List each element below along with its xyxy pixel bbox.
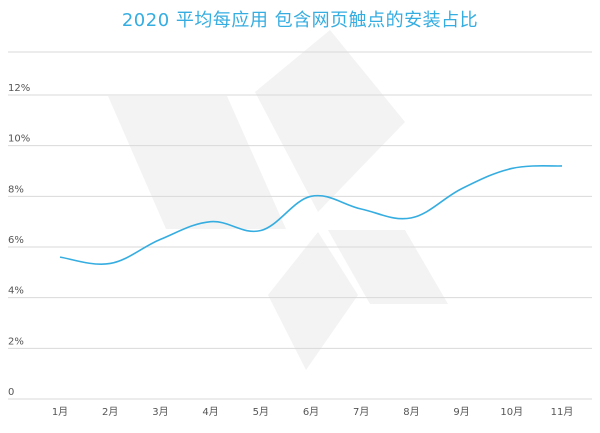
y-tick-label: 6%	[8, 235, 24, 246]
series-layer	[59, 165, 563, 265]
y-axis-ticks: 0 2% 4% 6% 8% 10% 12%	[8, 83, 30, 398]
y-tick-label: 12%	[8, 83, 30, 94]
watermark-logo	[108, 30, 448, 370]
y-tick-label: 2%	[8, 336, 24, 347]
x-tick-label: 11月	[551, 406, 574, 418]
x-tick-label: 10月	[500, 406, 523, 418]
watermark-shape-right	[328, 230, 448, 304]
x-axis-ticks: 1月 2月 3月 4月 5月 6月 7月 8月 9月 10月 11月	[52, 406, 574, 418]
watermark-shape-left	[108, 96, 286, 229]
x-tick-label: 1月	[52, 406, 68, 418]
watermark-shape-bottom	[268, 232, 358, 370]
y-tick-label: 4%	[8, 286, 24, 297]
y-tick-label: 8%	[8, 184, 24, 195]
x-tick-label: 8月	[403, 406, 419, 418]
grid-lines	[8, 51, 592, 400]
y-tick-label: 10%	[8, 134, 30, 145]
x-tick-label: 4月	[202, 406, 218, 418]
series-line	[59, 165, 563, 265]
watermark-shape-top	[255, 30, 405, 212]
y-tick-label: 0	[8, 387, 14, 398]
x-tick-label: 2月	[102, 406, 118, 418]
x-tick-label: 6月	[303, 406, 319, 418]
x-tick-label: 7月	[353, 406, 369, 418]
x-tick-label: 9月	[453, 406, 469, 418]
x-tick-label: 3月	[152, 406, 168, 418]
x-tick-label: 5月	[253, 406, 269, 418]
chart-title: 2020 平均每应用 包含网页触点的安装占比	[121, 10, 479, 31]
